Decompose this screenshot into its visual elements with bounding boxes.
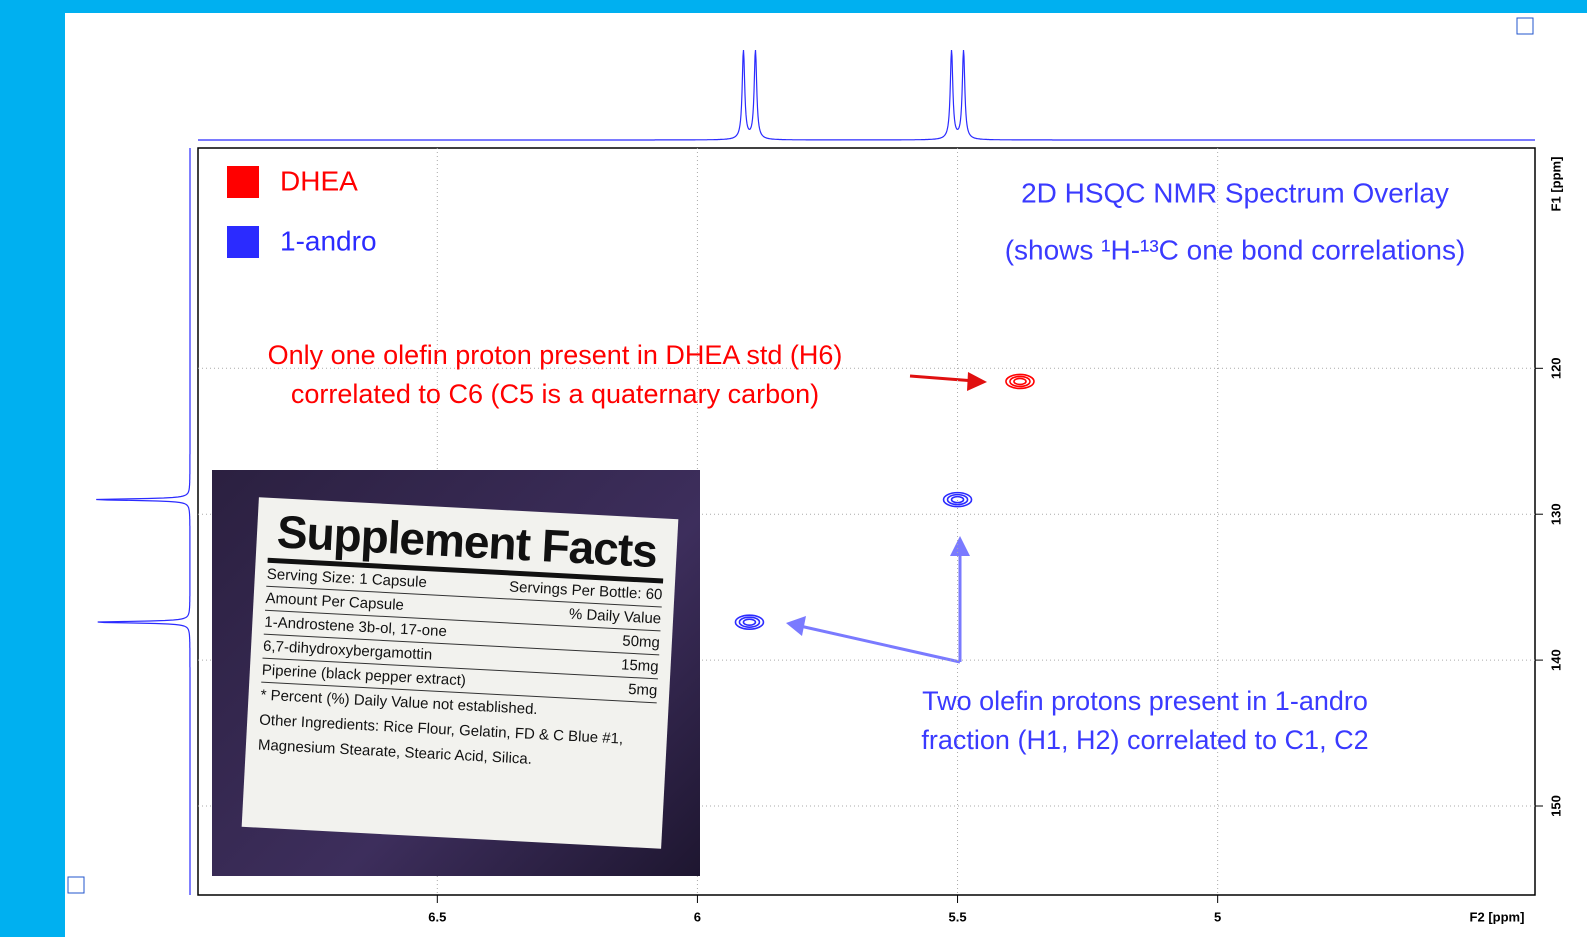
label-cell: 50mg <box>621 632 661 652</box>
x-tick-label: 6 <box>694 909 701 924</box>
contour <box>742 618 757 626</box>
chart-title: 2D HSQC NMR Spectrum Overlay <box>1021 177 1449 208</box>
legend-label: DHEA <box>280 165 358 196</box>
x-axis-label: F2 [ppm] <box>1470 909 1525 924</box>
annotation: Only one olefin proton present in DHEA s… <box>268 340 843 370</box>
label-cell: Amount Per Capsule <box>265 589 405 614</box>
plot-frame <box>197 147 1536 896</box>
y-tick-label: 130 <box>1548 503 1563 525</box>
x-tick-label: 6.5 <box>428 909 446 924</box>
arrowhead <box>786 616 806 636</box>
legend-label: 1-andro <box>280 225 377 256</box>
x-tick-label: 5 <box>1214 909 1221 924</box>
label-cell: 5mg <box>627 680 658 700</box>
contour <box>950 495 965 504</box>
legend-swatch <box>227 226 259 258</box>
contour <box>1009 375 1031 388</box>
arrowhead <box>967 372 987 391</box>
placeholder-box <box>1516 17 1534 35</box>
contour <box>942 491 973 508</box>
chart-subtitle: (shows ¹H-¹³C one bond correlations) <box>1005 234 1466 265</box>
contour <box>1005 373 1035 390</box>
y-axis-label: F1 [ppm] <box>1548 157 1563 212</box>
supplement-photo: Supplement Facts Serving Size: 1 Capsule… <box>212 470 700 876</box>
supplement-label: Supplement Facts Serving Size: 1 Capsule… <box>241 497 679 849</box>
contour <box>738 616 761 628</box>
contour <box>946 493 969 506</box>
projection-f1 <box>96 148 191 895</box>
projection-f2 <box>198 49 1535 141</box>
cross-peak <box>1005 373 1035 390</box>
x-tick-label: 5.5 <box>949 909 967 924</box>
y-tick-label: 150 <box>1548 795 1563 817</box>
arrow <box>799 624 961 664</box>
placeholder-box <box>67 876 85 894</box>
contour <box>734 614 765 630</box>
annotation: correlated to C6 (C5 is a quaternary car… <box>291 379 819 409</box>
y-tick-label: 120 <box>1548 357 1563 379</box>
annotation: Two olefin protons present in 1-andro <box>922 686 1368 716</box>
arrow <box>909 374 976 383</box>
label-cell: % Daily Value <box>568 605 662 628</box>
legend-swatch <box>227 166 259 198</box>
y-tick-label: 140 <box>1548 649 1563 671</box>
arrowhead <box>950 536 970 556</box>
annotation: fraction (H1, H2) correlated to C1, C2 <box>921 725 1368 755</box>
contour <box>1013 377 1027 386</box>
cross-peak <box>734 614 765 630</box>
cross-peak <box>942 491 973 508</box>
label-cell: 15mg <box>620 656 660 676</box>
